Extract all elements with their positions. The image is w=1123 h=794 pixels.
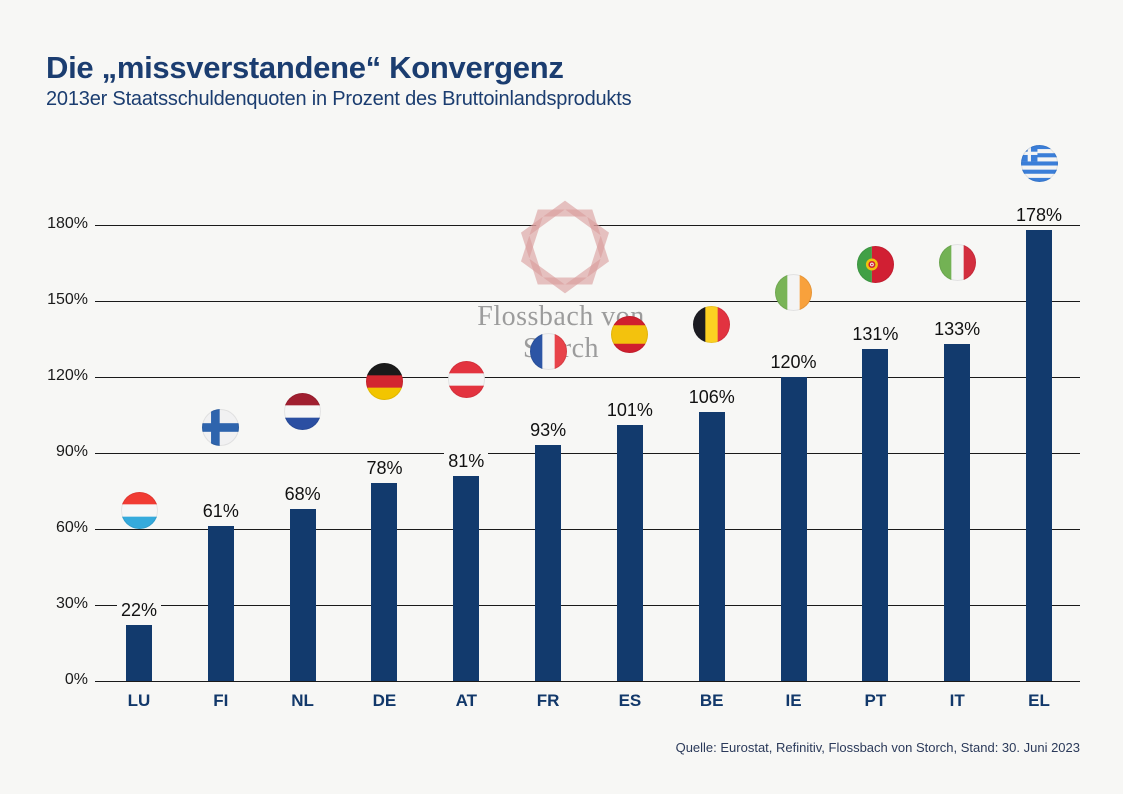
x-axis-label-AT: AT [455, 691, 477, 710]
y-axis-tick-label: 30% [55, 595, 88, 612]
flag-lu-icon [120, 491, 158, 529]
value-label-EL: 178% [994, 205, 1084, 226]
flag-pt-icon [856, 245, 894, 283]
value-label-text: 101% [602, 400, 657, 421]
x-axis-label-FI: FI [213, 691, 229, 710]
value-label-NL: 68% [258, 483, 348, 505]
x-axis-label-FR: FR [536, 691, 560, 710]
gridline [95, 300, 1080, 302]
bar-IT [944, 344, 971, 681]
value-label-text: 131% [848, 324, 903, 345]
x-axis-label-DE: DE [372, 691, 397, 710]
flag-fi-icon [202, 408, 240, 446]
flag-ie-icon [775, 273, 813, 311]
x-axis-label-PT: PT [864, 691, 887, 710]
value-label-AT: 81% [421, 450, 511, 472]
value-label-text: 22% [116, 600, 162, 621]
bar-PT [862, 349, 889, 681]
y-axis-tick-label: 60% [55, 519, 88, 536]
bar-FR [535, 445, 562, 681]
flag-fr-icon [529, 332, 567, 370]
x-axis-label-ES: ES [618, 691, 642, 710]
bar-FI [207, 526, 234, 681]
bar-DE [371, 483, 398, 681]
gridline [95, 604, 1080, 606]
flag-at-icon [447, 360, 485, 398]
y-axis-tick-label: 150% [47, 291, 88, 308]
value-label-text: 78% [362, 458, 407, 479]
gridline [95, 376, 1080, 378]
value-label-text: 133% [930, 319, 985, 340]
value-label-DE: 78% [339, 458, 429, 479]
page-title: Die „missverstandene“ Konvergenz [46, 50, 564, 85]
x-axis-label-EL: EL [1028, 691, 1050, 710]
value-label-FR: 93% [503, 420, 593, 441]
gridline [95, 528, 1080, 530]
value-label-text: 93% [526, 420, 571, 441]
value-label-text: 178% [1011, 205, 1067, 226]
x-axis-label-NL: NL [291, 691, 314, 710]
double-pentagon-icon [520, 200, 610, 294]
flag-el-icon [1020, 144, 1058, 182]
bar-LU [126, 625, 152, 681]
y-axis-tick-label: 120% [47, 367, 88, 384]
gridline [95, 680, 1080, 682]
flag-es-icon [611, 315, 649, 353]
x-axis-label-LU: LU [127, 691, 151, 710]
bar-NL [289, 508, 316, 681]
value-label-text: 81% [444, 450, 489, 471]
flag-it-icon [938, 243, 976, 281]
value-label-LU: 22% [94, 600, 184, 621]
bar-AT [453, 475, 480, 681]
y-axis-tick-label: 180% [47, 215, 88, 232]
y-axis-tick-label: 0% [64, 671, 88, 688]
value-label-text: 61% [198, 501, 243, 522]
bar-BE [698, 412, 725, 681]
value-label-FI: 61% [176, 501, 266, 522]
value-label-text: 68% [280, 483, 325, 504]
bar-ES [616, 425, 643, 681]
value-label-IE: 120% [749, 352, 839, 373]
value-label-PT: 131% [830, 324, 920, 345]
flag-de-icon [365, 362, 403, 400]
value-label-IT: 133% [912, 319, 1002, 340]
source-note: Quelle: Eurostat, Refinitiv, Flossbach v… [675, 740, 1080, 755]
gridline [95, 452, 1080, 454]
value-label-BE: 106% [667, 387, 757, 408]
value-label-text: 106% [684, 387, 739, 408]
x-axis-label-IT: IT [949, 691, 965, 710]
flag-nl-icon [284, 392, 322, 430]
value-label-ES: 101% [585, 400, 675, 421]
page-subtitle: 2013er Staatsschuldenquoten in Prozent d… [46, 88, 632, 110]
x-axis-label-IE: IE [785, 691, 802, 710]
x-axis-label-BE: BE [699, 691, 724, 710]
y-axis-tick-label: 90% [55, 443, 88, 460]
bar-EL [1026, 230, 1052, 681]
value-label-text: 120% [766, 352, 821, 372]
bar-IE [780, 377, 807, 681]
flag-be-icon [693, 305, 731, 343]
